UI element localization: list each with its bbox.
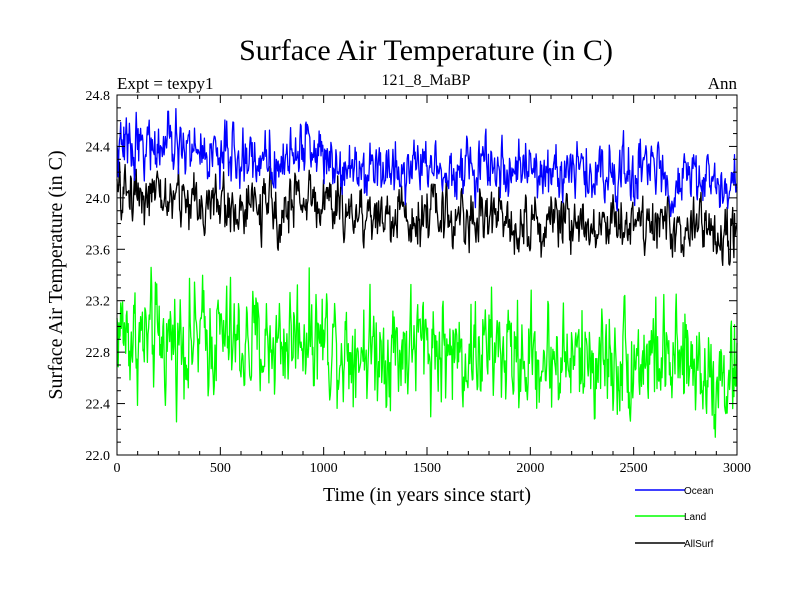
series-line-land xyxy=(116,266,738,438)
subtitle-right: Ann xyxy=(708,74,738,93)
axis-layer: 0 500 1000 1500 2000 2500 3000 22.0 22.4 22.8 23.2… xyxy=(86,89,752,476)
y-axis-label: Surface Air Temperature (in C) xyxy=(45,150,67,399)
y-tick-label: 22.8 xyxy=(86,346,111,361)
series-layer xyxy=(116,107,738,438)
legend-label: AllSurf xyxy=(684,539,714,550)
legend: Ocean Land AllSurf xyxy=(635,486,714,550)
y-tick-label: 22.0 xyxy=(86,449,111,464)
x-tick-label: 1000 xyxy=(310,461,338,476)
y-tick-label: 24.8 xyxy=(86,89,111,104)
y-tick-label: 22.4 xyxy=(86,398,111,413)
x-tick-label: 0 xyxy=(114,461,121,476)
x-tick-label: 3000 xyxy=(723,461,751,476)
y-tick-label: 23.2 xyxy=(86,295,111,310)
series-line-allsurf xyxy=(116,161,738,266)
chart-title: Surface Air Temperature (in C) xyxy=(239,34,613,67)
series-line-ocean xyxy=(116,107,738,218)
subtitle-left: Expt = texpy1 xyxy=(117,74,213,93)
x-tick-label: 2500 xyxy=(620,461,648,476)
legend-label: Land xyxy=(684,512,706,523)
x-axis-label: Time (in years since start) xyxy=(323,484,531,506)
y-tick-label: 24.4 xyxy=(86,140,111,155)
y-tick-label: 23.6 xyxy=(86,243,111,258)
y-tick-label: 24.0 xyxy=(86,192,111,207)
x-tick-label: 500 xyxy=(210,461,231,476)
x-tick-label: 2000 xyxy=(516,461,544,476)
x-tick-label: 1500 xyxy=(413,461,441,476)
legend-label: Ocean xyxy=(684,486,713,497)
subtitle-center: 121_8_MaBP xyxy=(382,72,471,89)
